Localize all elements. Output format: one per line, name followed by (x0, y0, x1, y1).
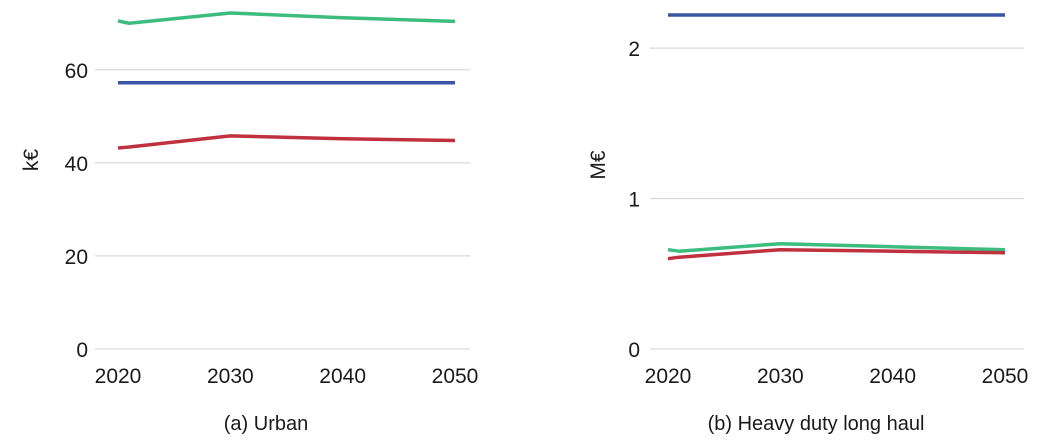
urban-ytick-60: 60 (65, 60, 88, 83)
heavy-ytick-0: 0 (628, 339, 640, 362)
urban-ytick-0: 0 (76, 339, 88, 362)
heavy-xtick-2040: 2040 (869, 365, 916, 388)
caption-heavy-duty: (b) Heavy duty long haul (708, 413, 925, 435)
urban-y-axis-label: k€ (20, 149, 43, 172)
heavy-ytick-2: 2 (628, 38, 640, 61)
urban-series-line-2 (117, 11, 456, 26)
urban-xtick-2050: 2050 (432, 365, 479, 388)
urban-ytick-40: 40 (65, 153, 88, 176)
urban-xtick-2040: 2040 (319, 365, 366, 388)
heavy-y-axis-label: M€ (587, 150, 610, 179)
heavy-series-line-2 (667, 241, 1006, 253)
caption-urban: (a) Urban (224, 413, 308, 435)
heavy-xtick-2050: 2050 (982, 365, 1029, 388)
urban-series-line-3 (117, 134, 456, 150)
urban-xtick-2030: 2030 (207, 365, 254, 388)
chart-panel-heavy-duty: 0 1 2 2020 2030 2040 2050 M€ (587, 13, 1029, 388)
urban-xtick-2020: 2020 (95, 365, 142, 388)
heavy-xtick-2020: 2020 (645, 365, 692, 388)
heavy-ytick-1: 1 (628, 189, 640, 212)
urban-ytick-20: 20 (65, 246, 88, 269)
heavy-series-line-3 (667, 247, 1006, 261)
heavy-xtick-2030: 2030 (757, 365, 804, 388)
